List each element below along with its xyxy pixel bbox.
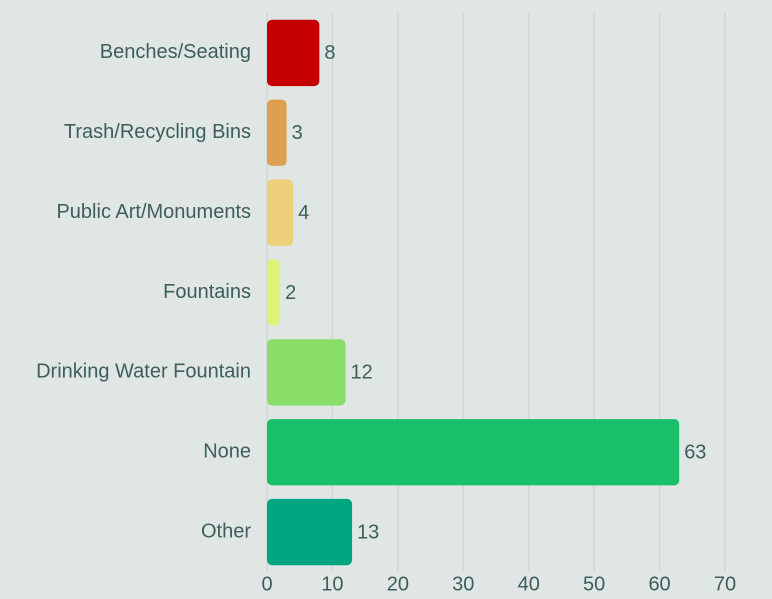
y-tick-label: Fountains	[163, 281, 251, 303]
y-tick-label: Trash/Recycling Bins	[64, 121, 251, 143]
x-tick-label: 20	[387, 573, 409, 595]
bar	[267, 19, 320, 87]
x-tick-label: 30	[452, 573, 474, 595]
value-label: 13	[357, 521, 379, 543]
x-tick-label: 40	[518, 573, 540, 595]
value-label: 4	[298, 202, 309, 224]
value-label: 2	[285, 282, 296, 304]
x-tick-label: 70	[714, 573, 736, 595]
value-label: 8	[324, 42, 335, 64]
bar	[267, 259, 281, 326]
value-label: 63	[684, 441, 706, 463]
x-tick-label: 0	[261, 573, 272, 595]
value-label: 12	[351, 362, 373, 384]
bar	[267, 498, 353, 566]
bar	[267, 419, 680, 486]
y-tick-label: Drinking Water Fountain	[36, 361, 251, 383]
y-tick-label: Public Art/Monuments	[56, 201, 251, 223]
x-tick-label: 60	[648, 573, 670, 595]
x-tick-label: 10	[321, 573, 343, 595]
y-tick-label: Benches/Seating	[100, 41, 251, 63]
bar	[267, 99, 287, 166]
bar	[267, 339, 346, 406]
y-tick-label: Other	[201, 520, 251, 542]
y-tick-label: None	[203, 440, 251, 462]
bar	[267, 179, 294, 246]
value-label: 3	[292, 122, 303, 144]
x-tick-label: 50	[583, 573, 605, 595]
